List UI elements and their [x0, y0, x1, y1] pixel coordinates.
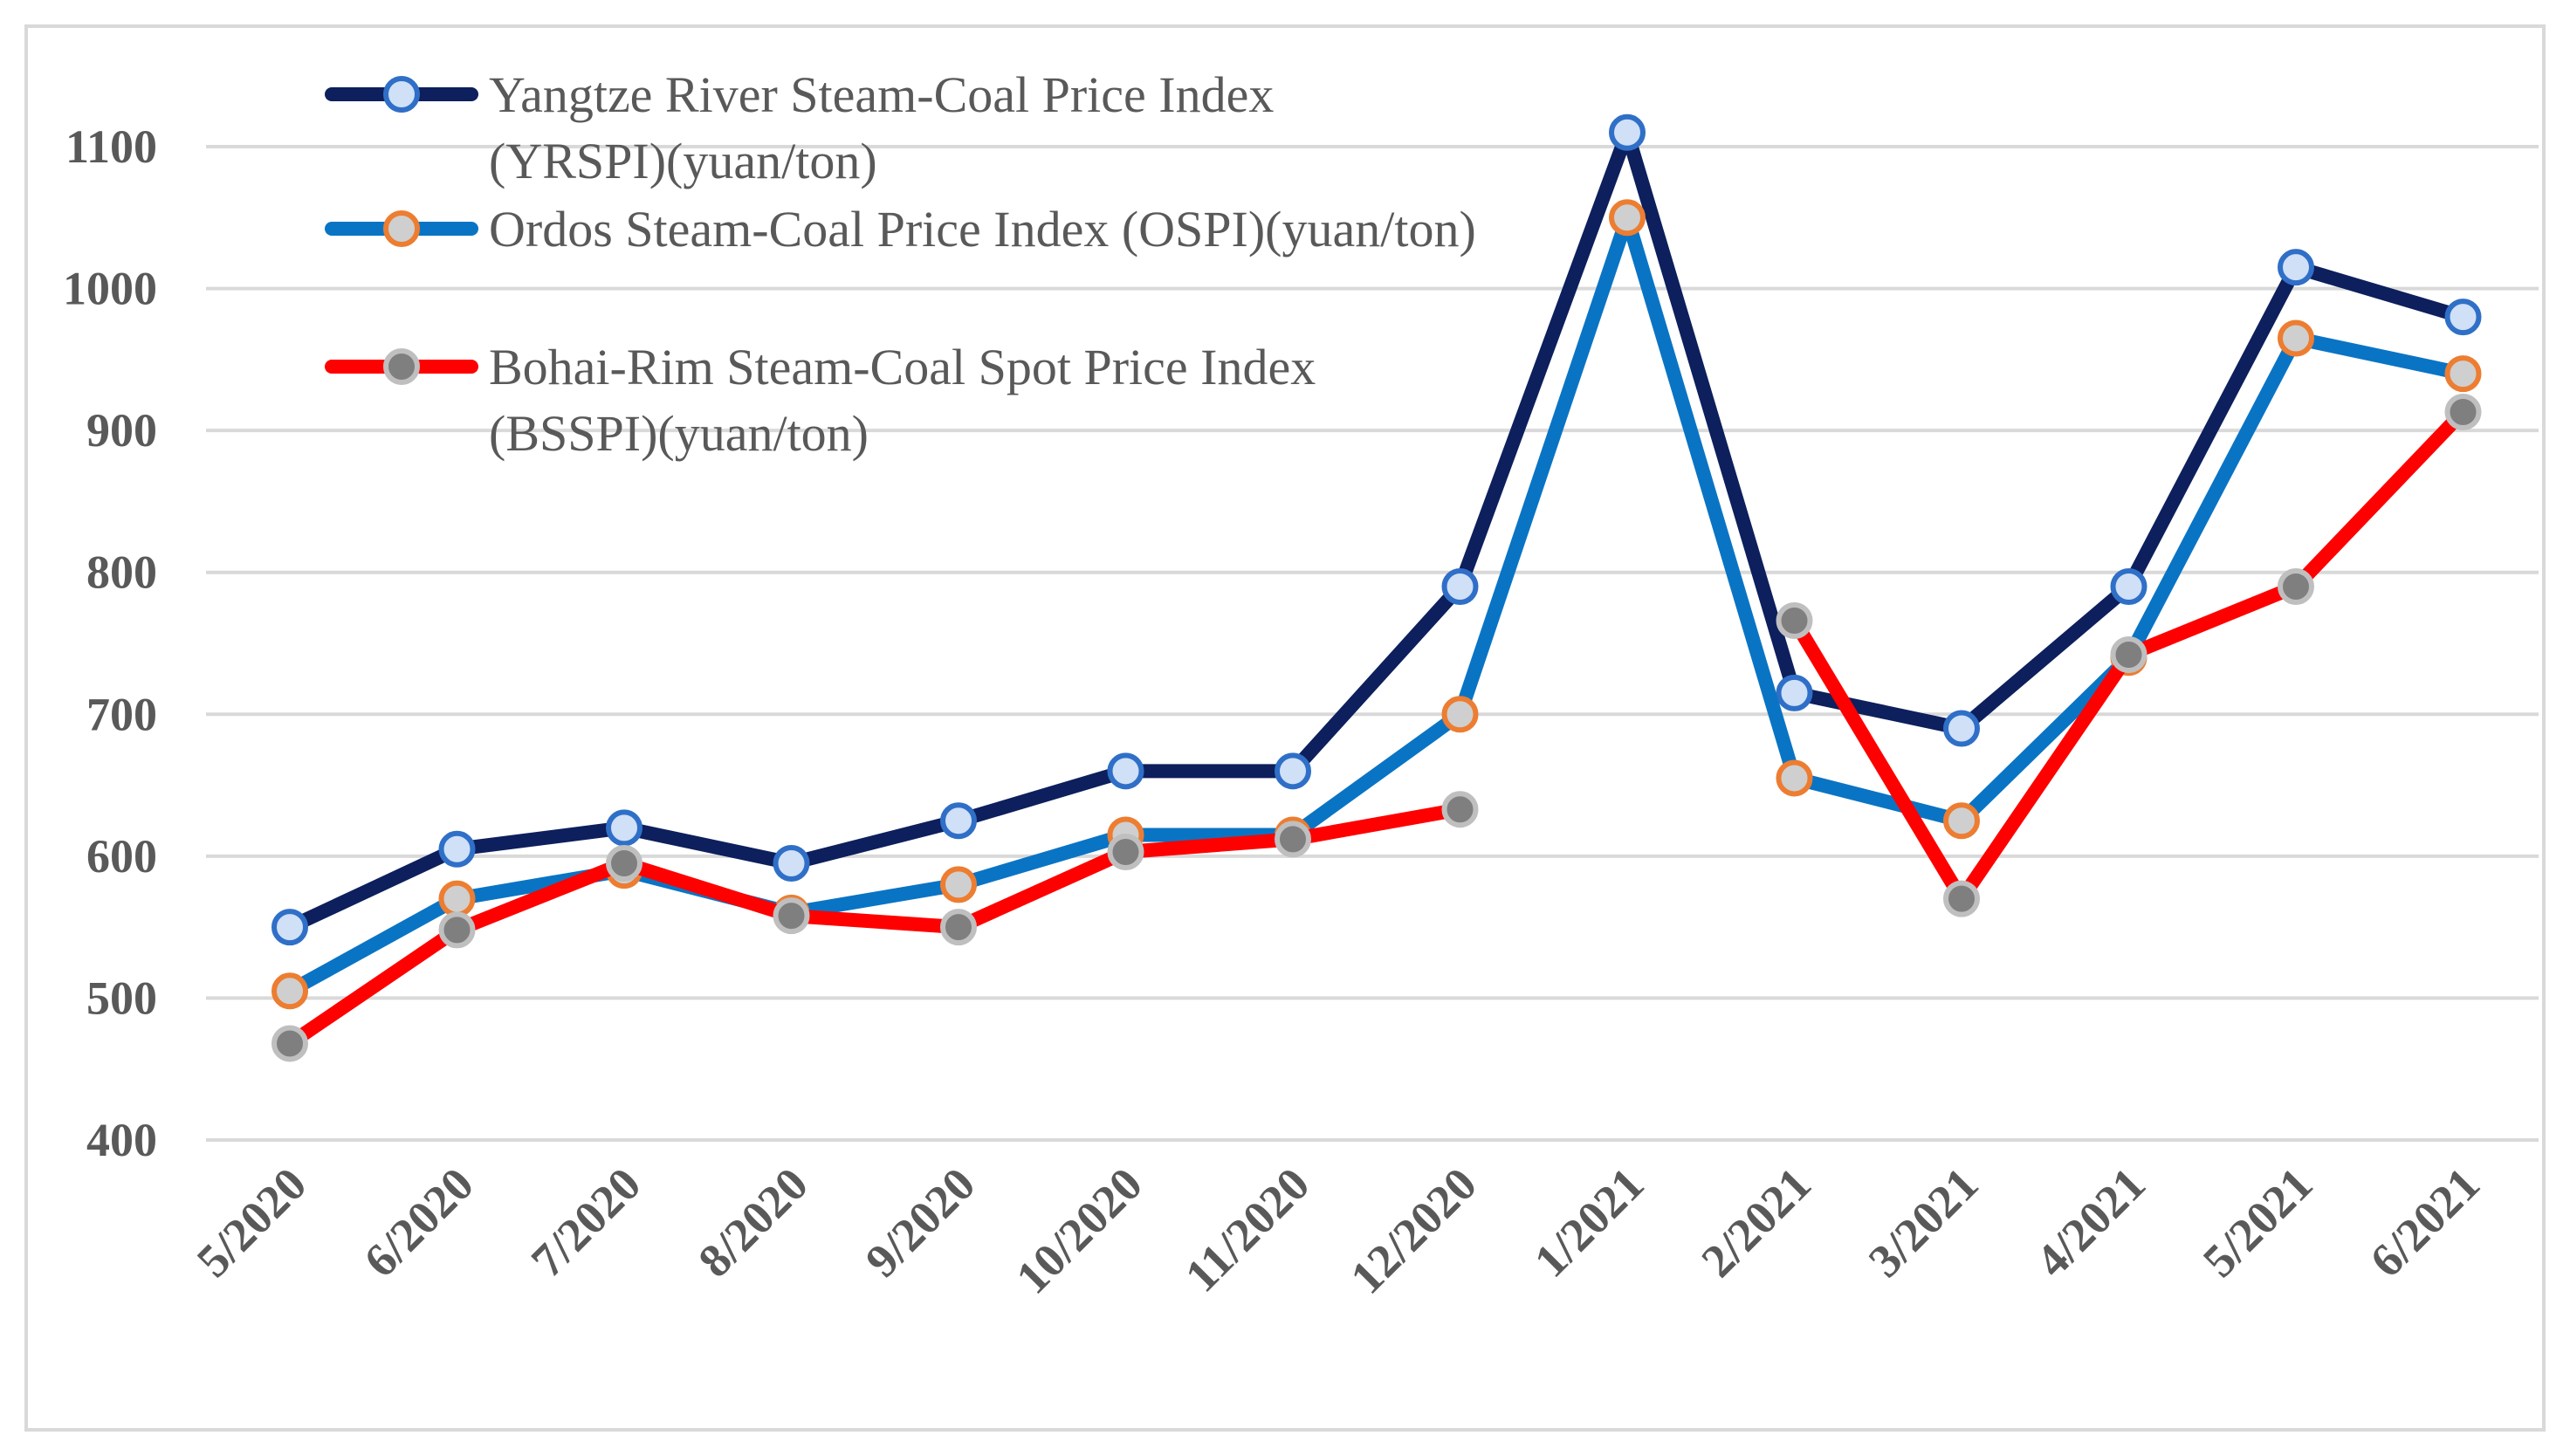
y-tick-label: 900	[86, 404, 157, 457]
y-tick-label: 400	[86, 1114, 157, 1166]
y-axis-ticks: 400 500 600 700 800 900 1000 1100	[63, 120, 157, 1166]
y-tick-label: 1000	[63, 263, 157, 315]
chart-border	[24, 24, 2546, 1432]
legend-swatch-marker	[383, 76, 420, 113]
data-point	[1609, 113, 1646, 151]
data-point	[438, 880, 476, 917]
data-point	[438, 911, 476, 949]
data-point	[2278, 319, 2314, 357]
data-point	[271, 1025, 308, 1062]
series-3	[271, 394, 2482, 1062]
series-line	[283, 125, 2470, 935]
data-point	[2278, 567, 2314, 605]
legend-swatch-marker	[383, 348, 420, 385]
data-point	[1943, 880, 1980, 917]
legend-label: (YRSPI)(yuan/ton)	[489, 133, 877, 189]
y-tick-label: 500	[86, 972, 157, 1024]
data-point	[2444, 394, 2482, 431]
data-point	[1107, 752, 1144, 790]
data-point	[271, 909, 308, 946]
data-point	[1609, 199, 1646, 237]
legend-label: Yangtze River Steam-Coal Price Index	[489, 66, 1274, 123]
data-point	[438, 830, 476, 868]
y-tick-label: 700	[86, 688, 157, 740]
legend-item-1: Yangtze River Steam-Coal Price Index (YRS…	[325, 66, 1274, 189]
data-point	[1441, 567, 1479, 605]
data-point	[940, 802, 977, 840]
data-point	[1776, 674, 1813, 711]
legend-swatch-marker	[383, 210, 420, 247]
data-point	[1107, 833, 1144, 870]
series-1	[271, 113, 2482, 946]
data-point	[2444, 355, 2482, 393]
data-point	[2110, 636, 2147, 674]
data-point	[940, 909, 977, 946]
legend-item-3: Bohai-Rim Steam-Coal Spot Price Index (BS…	[325, 339, 1316, 462]
data-point	[773, 897, 810, 935]
data-point	[271, 972, 308, 1010]
legend-item-2: Ordos Steam-Coal Price Index (OSPI)(yuan…	[325, 201, 1476, 258]
data-point	[606, 809, 642, 847]
series-group	[271, 113, 2482, 1062]
data-point	[1275, 821, 1311, 858]
data-point	[1943, 802, 1980, 840]
data-point	[1441, 696, 1479, 733]
data-point	[2278, 249, 2314, 286]
data-point	[940, 866, 977, 903]
data-point	[1441, 791, 1479, 828]
data-point	[773, 844, 810, 882]
data-point	[606, 844, 642, 882]
legend-label: Ordos Steam-Coal Price Index (OSPI)(yuan…	[489, 201, 1476, 258]
data-point	[2444, 299, 2482, 336]
data-point	[1275, 752, 1311, 790]
y-tick-label: 1100	[65, 120, 157, 173]
y-tick-label: 800	[86, 546, 157, 599]
legend-label: Bohai-Rim Steam-Coal Spot Price Index	[489, 339, 1316, 395]
legend-label: (BSSPI)(yuan/ton)	[489, 405, 869, 462]
legend: Yangtze River Steam-Coal Price Index (YRS…	[325, 66, 1476, 462]
data-point	[1776, 601, 1813, 639]
gridlines	[206, 145, 2539, 1142]
y-tick-label: 600	[86, 830, 157, 883]
data-point	[1943, 710, 1980, 747]
data-point	[2110, 567, 2147, 605]
series-line	[283, 802, 1467, 1051]
data-point	[1776, 759, 1813, 797]
